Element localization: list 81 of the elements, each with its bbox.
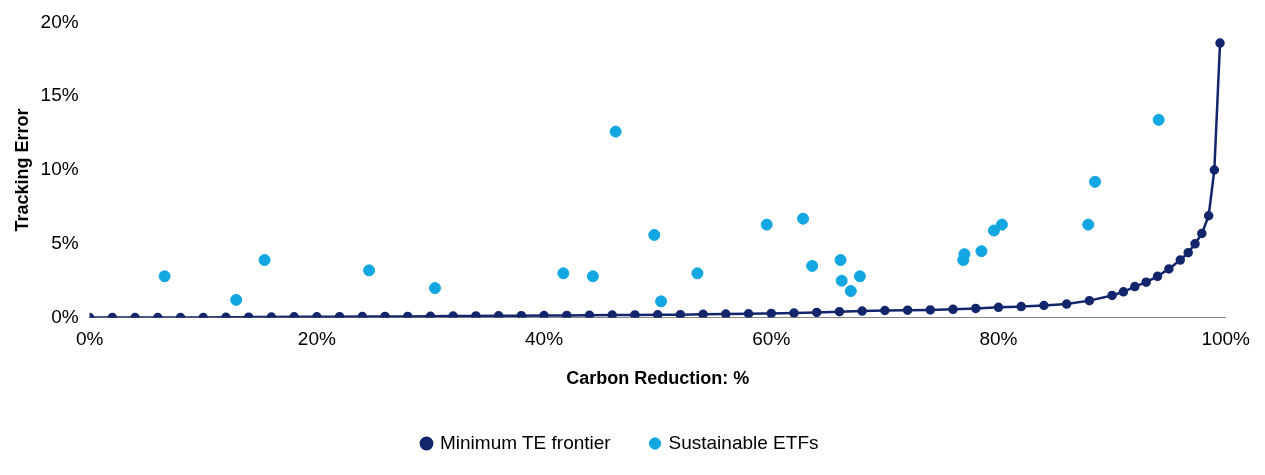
point <box>655 295 668 308</box>
y-tick-label: 20% <box>40 10 79 32</box>
point <box>584 310 595 318</box>
legend-label: Minimum TE frontier <box>440 431 612 453</box>
point <box>1215 38 1225 48</box>
point <box>844 285 857 298</box>
point <box>834 306 845 317</box>
x-axis-title: Carbon Reduction: % <box>566 368 750 389</box>
point <box>789 308 799 318</box>
point <box>743 309 754 318</box>
point <box>1141 277 1151 287</box>
point <box>562 310 572 318</box>
legend-label: Sustainable ETFs <box>668 431 819 453</box>
point <box>1203 211 1214 221</box>
x-tick-label: 80% <box>979 328 1018 350</box>
point <box>1016 301 1026 312</box>
point <box>902 305 913 315</box>
point <box>429 282 441 295</box>
point <box>609 125 622 138</box>
point <box>766 308 777 318</box>
point <box>380 311 390 318</box>
point <box>811 307 822 318</box>
point <box>857 306 867 316</box>
point <box>993 302 1004 313</box>
point <box>448 311 458 318</box>
point <box>834 254 847 267</box>
point <box>1164 264 1174 274</box>
point <box>1082 218 1095 231</box>
point <box>586 270 599 283</box>
point <box>1039 300 1049 311</box>
point <box>1089 175 1102 188</box>
point <box>1130 281 1140 292</box>
x-tick-label: 0% <box>75 328 104 350</box>
point <box>258 254 271 267</box>
y-tick-label: 5% <box>51 232 79 254</box>
point <box>1152 113 1165 126</box>
x-tick-label: 20% <box>297 328 336 350</box>
point <box>806 259 819 272</box>
x-tick-label: 60% <box>752 328 791 350</box>
point <box>691 267 704 280</box>
point <box>1175 255 1186 265</box>
point <box>995 218 1008 231</box>
y-tick-label: 10% <box>40 158 79 180</box>
point <box>230 293 243 306</box>
point <box>853 270 866 283</box>
point <box>971 303 981 314</box>
point <box>1190 239 1200 249</box>
point <box>539 310 549 318</box>
point <box>760 218 773 231</box>
point <box>1084 295 1095 306</box>
point <box>516 310 527 318</box>
point <box>925 305 936 315</box>
point <box>797 212 810 225</box>
point <box>158 270 171 283</box>
point <box>1107 290 1117 301</box>
point <box>1197 228 1207 239</box>
point <box>471 311 481 318</box>
x-tick-label: 40% <box>525 328 564 350</box>
y-tick-label: 15% <box>40 84 79 106</box>
point <box>835 274 848 287</box>
point <box>975 245 988 258</box>
point <box>698 309 708 318</box>
point <box>880 305 890 316</box>
point <box>1183 247 1193 258</box>
point <box>1061 299 1072 309</box>
point <box>675 309 686 318</box>
point <box>652 310 663 318</box>
point <box>607 310 617 318</box>
point <box>557 267 570 280</box>
point <box>1209 165 1220 175</box>
x-tick-label: 100% <box>1201 328 1251 350</box>
point <box>1118 287 1129 297</box>
point <box>1152 271 1163 282</box>
point <box>648 228 661 241</box>
y-tick-label: 0% <box>51 305 79 327</box>
point <box>987 224 1000 237</box>
point <box>363 264 376 277</box>
point <box>721 309 731 318</box>
point <box>630 310 640 318</box>
point <box>948 304 958 315</box>
y-axis-title: Tracking Error <box>11 108 32 232</box>
